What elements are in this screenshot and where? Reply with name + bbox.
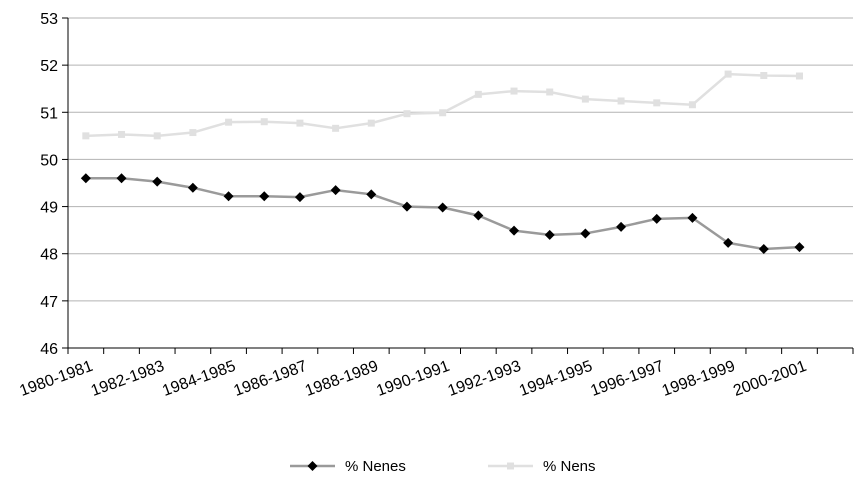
y-tick-label: 50 xyxy=(40,152,58,169)
data-point xyxy=(439,109,447,117)
x-tick-label: 1988-1989 xyxy=(303,358,381,400)
data-point xyxy=(510,87,518,95)
x-tick-label: 1996-1997 xyxy=(588,358,666,400)
y-tick-label: 46 xyxy=(40,341,58,358)
data-point xyxy=(473,210,484,221)
data-point xyxy=(474,90,482,98)
data-point xyxy=(616,221,627,232)
x-tick-label: 2000-2001 xyxy=(731,358,809,400)
gridlines xyxy=(68,17,853,302)
x-tick-label: 1990-1991 xyxy=(374,358,452,400)
x-tick-label: 1986-1987 xyxy=(232,358,310,400)
legend-marker xyxy=(307,461,318,471)
data-point xyxy=(688,101,696,109)
series-nenes xyxy=(80,173,805,254)
series-group xyxy=(80,70,805,254)
data-point xyxy=(651,213,662,224)
data-point xyxy=(758,244,769,254)
data-point xyxy=(366,189,377,200)
data-point xyxy=(367,119,375,127)
x-tick-label: 1992-1993 xyxy=(446,358,524,400)
y-tick-label: 47 xyxy=(40,294,58,311)
data-point xyxy=(260,118,268,126)
legend-item: % Nens xyxy=(488,458,596,475)
x-tick-label: 1998-1999 xyxy=(660,358,738,400)
y-tick-label: 51 xyxy=(40,105,58,122)
data-point xyxy=(795,72,803,80)
y-tick-label: 49 xyxy=(40,200,58,217)
x-tick-label: 1982-1983 xyxy=(89,358,167,400)
data-point xyxy=(617,97,625,105)
data-point xyxy=(687,212,698,223)
legend: % Nenes % Nens xyxy=(290,458,596,475)
data-point xyxy=(259,191,270,202)
data-point xyxy=(153,132,161,140)
y-tick-label: 53 xyxy=(40,11,58,28)
data-point xyxy=(116,173,127,184)
data-point xyxy=(118,130,126,138)
data-point xyxy=(437,202,448,213)
x-tick-label: 1980-1981 xyxy=(17,358,95,400)
data-point xyxy=(82,132,90,140)
data-point xyxy=(403,110,411,118)
data-point xyxy=(580,228,591,239)
y-tick-label: 52 xyxy=(40,58,58,75)
legend-item: % Nenes xyxy=(290,458,406,475)
data-point xyxy=(189,129,197,137)
data-point xyxy=(509,225,520,236)
data-point xyxy=(294,192,305,203)
data-point xyxy=(760,72,768,80)
legend-marker xyxy=(507,462,514,470)
axes xyxy=(62,17,854,354)
legend-label: % Nens xyxy=(543,458,596,475)
data-point xyxy=(546,88,554,96)
data-point xyxy=(80,173,91,184)
data-point xyxy=(152,176,163,187)
data-point xyxy=(581,95,589,103)
data-point xyxy=(187,182,198,193)
legend-label: % Nenes xyxy=(345,458,406,475)
y-axis-tick-labels: 46 47 48 49 50 51 52 53 xyxy=(40,11,58,358)
data-point xyxy=(296,119,304,127)
x-axis-tick-labels: 1980-19811982-19831984-19851986-19871988… xyxy=(17,358,808,400)
data-point xyxy=(544,229,555,240)
x-tick-label: 1984-1985 xyxy=(160,358,238,400)
data-point xyxy=(724,70,732,78)
data-point xyxy=(330,185,341,196)
data-point xyxy=(225,118,233,126)
data-point xyxy=(653,99,661,107)
y-tick-label: 48 xyxy=(40,247,58,264)
data-point xyxy=(723,237,734,248)
data-point xyxy=(794,242,805,253)
series-nens xyxy=(82,70,803,140)
data-point xyxy=(332,124,340,132)
data-point xyxy=(401,201,412,212)
x-tick-label: 1994-1995 xyxy=(517,358,595,400)
data-point xyxy=(223,191,234,202)
